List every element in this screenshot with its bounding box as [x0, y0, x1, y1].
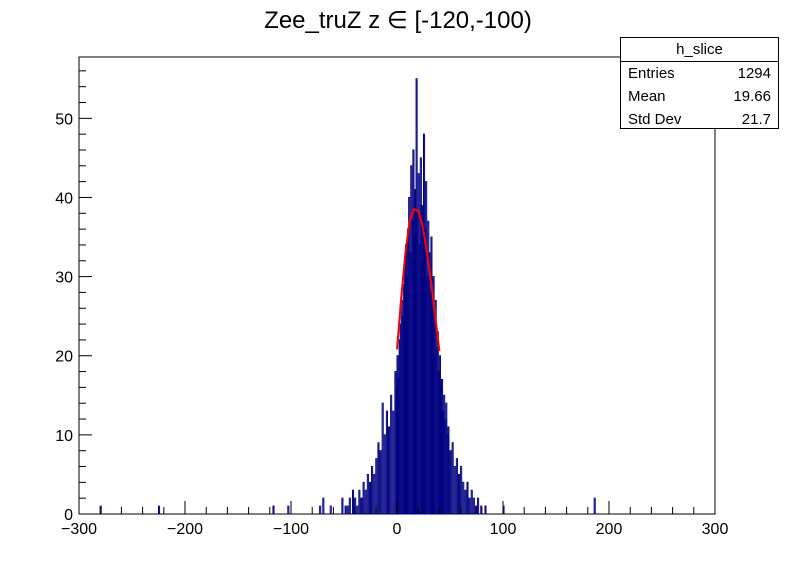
stats-value: 19.66: [733, 88, 771, 105]
histogram-bin: [468, 497, 471, 515]
histogram-bin: [460, 466, 463, 515]
histogram-bin: [375, 458, 378, 515]
histogram-bin: [360, 497, 363, 515]
histogram-bin: [392, 410, 395, 515]
histogram-bin: [366, 473, 369, 515]
stats-label: Mean: [628, 88, 666, 105]
x-tick-label: −200: [167, 521, 203, 538]
histogram-bin: [354, 497, 357, 515]
chart-title: Zee_truZ z ∈ [-120,-100): [264, 7, 532, 34]
x-tick-label: −300: [61, 521, 97, 538]
histogram-bin: [470, 489, 473, 515]
histogram-bin: [472, 497, 475, 515]
histogram-bin: [381, 402, 384, 515]
histogram-bin: [453, 466, 456, 515]
histogram-bin: [319, 505, 322, 515]
histogram-bin: [390, 394, 393, 515]
histogram-bin: [344, 505, 347, 515]
x-tick-label: 300: [702, 521, 729, 538]
histogram-bin: [388, 426, 391, 515]
histogram-bin: [383, 434, 386, 515]
histogram-bin: [373, 473, 376, 515]
histogram-bin: [377, 442, 380, 515]
stats-value: 1294: [737, 65, 771, 82]
histogram-bin: [371, 466, 374, 515]
histogram-bin: [351, 489, 355, 515]
histogram-bin: [474, 505, 478, 515]
histogram-bin: [346, 505, 349, 515]
y-tick-label: 20: [55, 349, 73, 366]
stats-row-mean: Mean 19.66: [621, 85, 778, 108]
histogram-bin: [329, 505, 332, 515]
histogram-bin: [477, 497, 480, 515]
histogram-bin: [358, 489, 361, 515]
histogram-bin: [348, 497, 351, 515]
y-tick-label: 40: [55, 190, 73, 207]
histogram-bin: [158, 505, 161, 515]
x-tick-label: 100: [490, 521, 517, 538]
histogram-bin: [379, 450, 382, 515]
stats-box-title: h_slice: [621, 38, 778, 62]
x-tick-label: 200: [596, 521, 623, 538]
stats-row-std-dev: Std Dev 21.7: [621, 108, 778, 131]
y-tick-label: 50: [55, 111, 73, 128]
histogram-bin: [449, 450, 452, 515]
histogram-bin: [462, 481, 465, 515]
y-tick-label: 10: [55, 428, 73, 445]
histogram-bin: [368, 481, 372, 515]
histogram-bin: [385, 410, 388, 515]
histogram-bin: [356, 505, 359, 515]
histogram-bin: [455, 458, 458, 515]
histogram-bin: [464, 489, 467, 515]
x-tick-label: 0: [393, 521, 402, 538]
stats-row-entries: Entries 1294: [621, 62, 778, 85]
histogram-bin: [457, 473, 461, 515]
histogram-bin: [341, 497, 344, 515]
stats-value: 21.7: [741, 111, 771, 128]
stats-label: Std Dev: [628, 111, 682, 128]
histogram-bin: [272, 505, 275, 515]
y-tick-label: 30: [55, 270, 73, 287]
histogram-bin: [287, 505, 290, 515]
histogram-bin: [593, 497, 596, 515]
gaussian-fit-curve: [396, 208, 441, 352]
histogram-bin: [447, 426, 450, 515]
stats-box: h_slice Entries 1294 Mean 19.66 Std Dev …: [620, 37, 779, 129]
histogram-bin: [451, 442, 454, 515]
stats-label: Entries: [628, 65, 675, 82]
histogram-bin: [364, 489, 367, 515]
histogram-bin: [322, 497, 325, 515]
histogram-bins: [99, 78, 596, 515]
histogram-bin: [466, 481, 469, 515]
histogram-bin: [484, 505, 487, 515]
x-tick-label: −100: [273, 521, 309, 538]
histogram-bin: [362, 481, 365, 515]
y-tick-label: 0: [64, 507, 73, 524]
